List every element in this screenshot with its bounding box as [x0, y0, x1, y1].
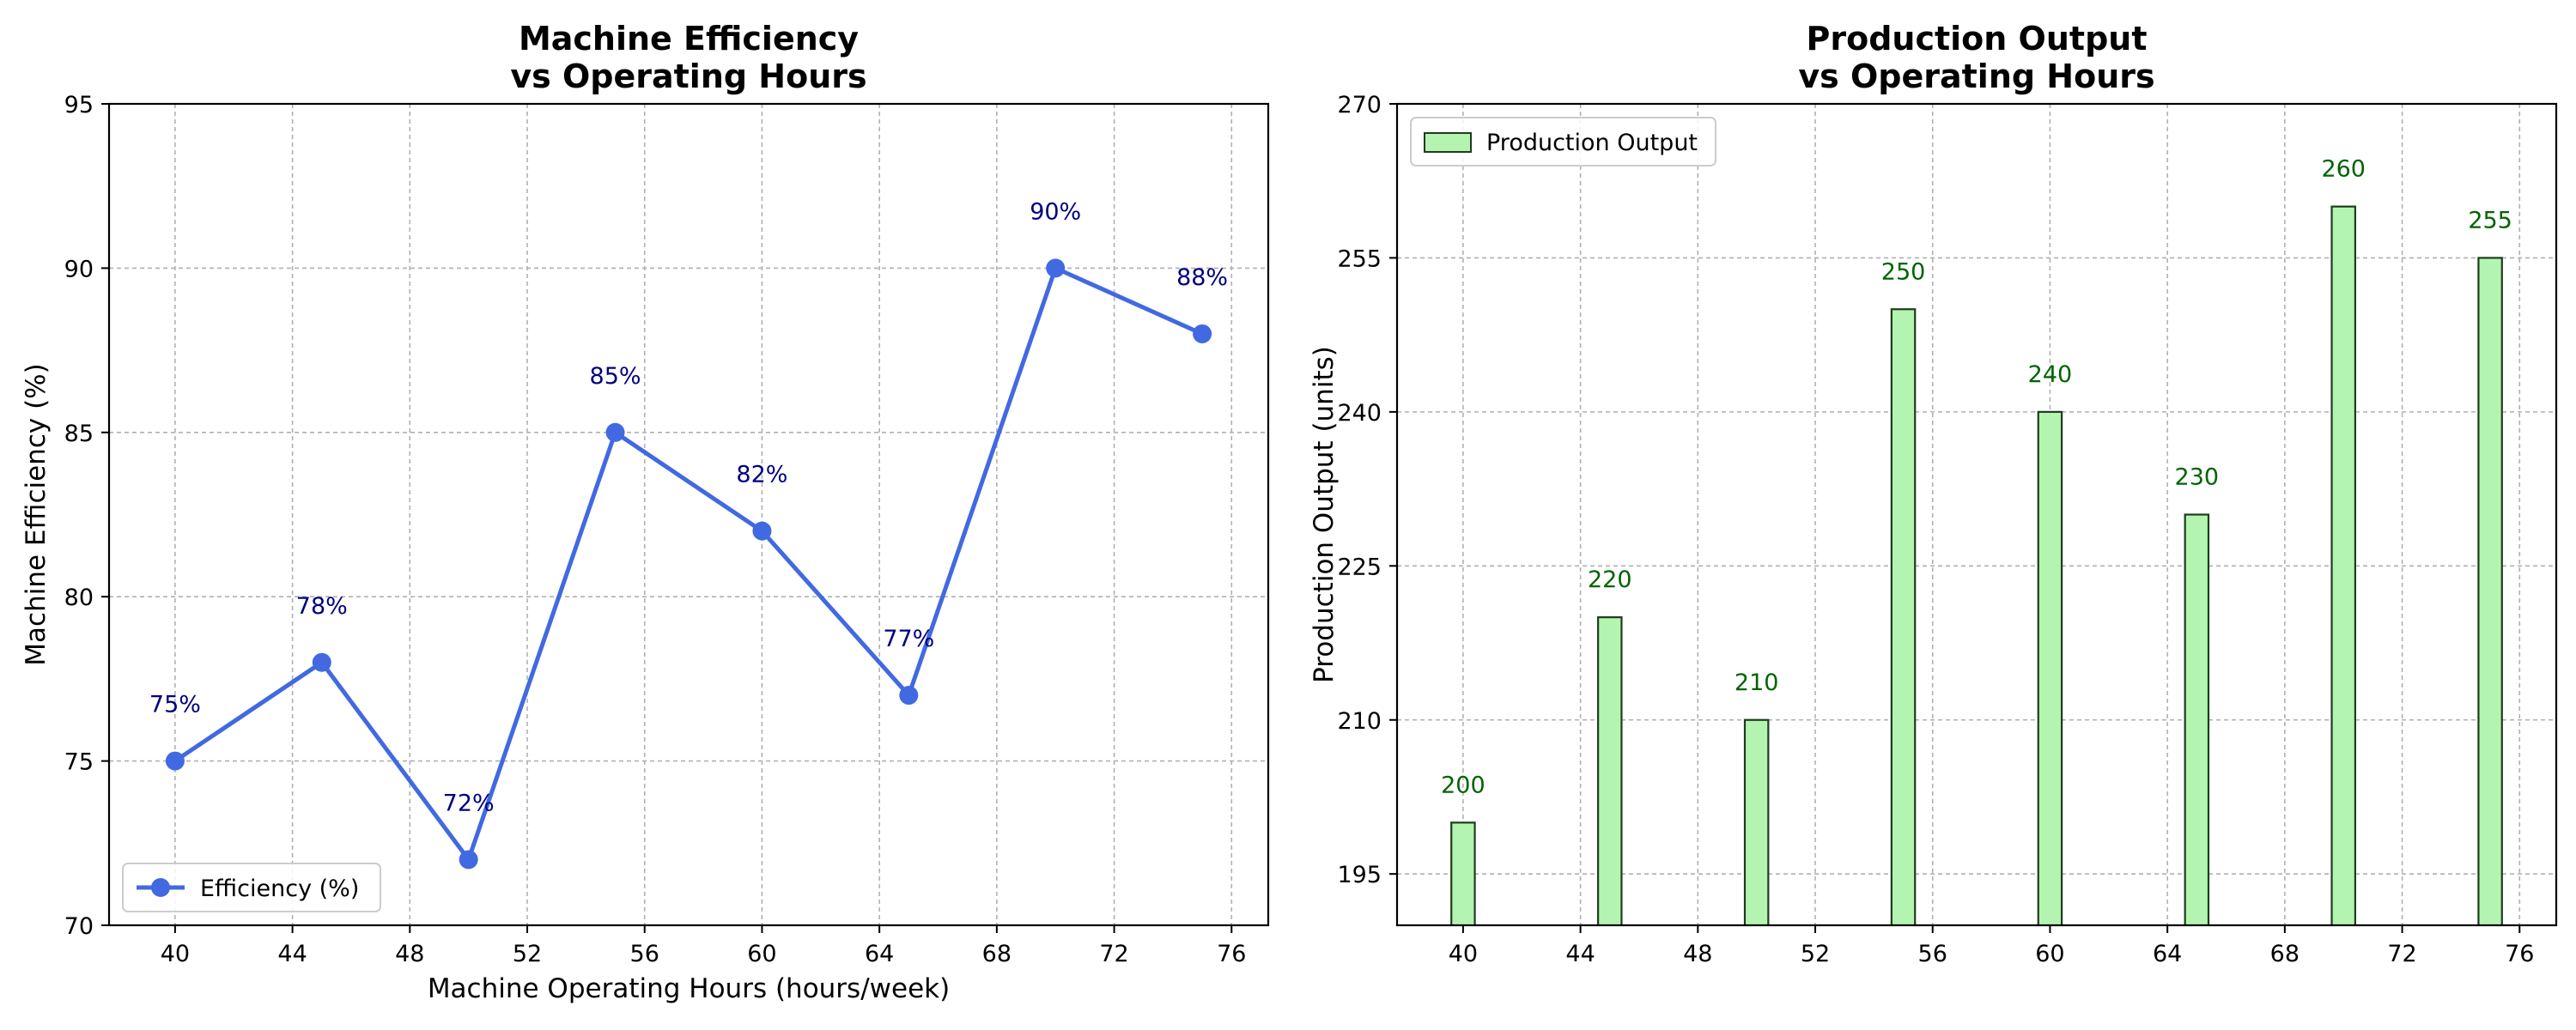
- y-tick-label: 85: [64, 421, 94, 447]
- x-tick-label: 64: [2153, 941, 2182, 967]
- y-tick-label: 95: [64, 92, 94, 118]
- legend-box: [122, 863, 381, 912]
- legend-label: Efficiency (%): [200, 876, 359, 902]
- x-tick-label: 76: [1217, 941, 1246, 967]
- efficiency-line-chart: 75% 78% 72% 85% 82% 77% 90% 88% 40 44 48 52 56 60 64 68…: [21, 20, 1270, 1004]
- efficiency-point: [1193, 324, 1212, 343]
- efficiency-point: [752, 521, 772, 541]
- production-data-label: 230: [2175, 464, 2220, 491]
- x-tick-label: 44: [1565, 941, 1595, 967]
- legend-bar-swatch: [1424, 132, 1472, 153]
- x-tick-label: 56: [1918, 941, 1947, 967]
- x-tick-label: 52: [1801, 941, 1830, 967]
- legend-label: Production Output: [1486, 130, 1698, 156]
- efficiency-data-label: 88%: [1176, 264, 1228, 291]
- production-data-label: 210: [1735, 670, 1779, 696]
- y-tick-label: 270: [1337, 92, 1382, 118]
- x-tick-label: 64: [865, 941, 894, 967]
- efficiency-line: [173, 265, 1204, 862]
- efficiency-data-label: 77%: [883, 626, 934, 652]
- x-tick-label: 40: [161, 941, 190, 967]
- x-tick-label: 52: [513, 941, 542, 967]
- production-bar: [2184, 513, 2210, 925]
- production-bar: [2477, 257, 2503, 925]
- efficiency-point: [312, 652, 331, 672]
- x-tick-label: 44: [277, 941, 307, 967]
- efficiency-point: [899, 686, 919, 706]
- chart-title-line-1: Machine Efficiency: [519, 20, 859, 58]
- y-tick-label: 80: [64, 585, 94, 611]
- x-tick-label: 72: [1099, 941, 1128, 967]
- x-tick-label: 68: [982, 941, 1012, 967]
- x-tick-label: 56: [630, 941, 659, 967]
- production-data-label: 255: [2468, 207, 2512, 233]
- x-tick-label: 68: [2270, 941, 2300, 967]
- x-tick-label: 76: [2505, 941, 2534, 967]
- y-axis-label: Production Output (units): [1309, 346, 1340, 683]
- chart-title-line-2: vs Operating Hours: [510, 58, 866, 95]
- efficiency-data-label: 90%: [1030, 198, 1081, 225]
- x-tick-label: 48: [395, 941, 424, 967]
- efficiency-point: [459, 850, 478, 869]
- efficiency-data-label: 78%: [296, 593, 348, 620]
- production-data-label: 200: [1441, 772, 1485, 798]
- y-axis-label: Machine Efficiency (%): [21, 363, 52, 665]
- y-tick-label: 70: [64, 913, 94, 940]
- y-tick-label: 210: [1337, 708, 1382, 735]
- bars-group: [1450, 205, 2503, 925]
- x-tick-label: 40: [1449, 941, 1478, 967]
- plot-frame: [107, 102, 1270, 927]
- y-tick-label: 195: [1337, 862, 1382, 888]
- y-tick-label: 90: [64, 256, 94, 282]
- chart-title-line-1: Production Output: [1807, 20, 2148, 58]
- efficiency-data-label: 82%: [736, 462, 787, 488]
- production-bar: [1890, 308, 1917, 925]
- efficiency-data-label: 72%: [443, 790, 495, 816]
- y-tick-label: 225: [1337, 554, 1382, 580]
- x-tick-label: 60: [2035, 941, 2064, 967]
- y-tick-label: 75: [64, 749, 94, 776]
- production-bar: [1450, 821, 1476, 925]
- production-data-label: 260: [2321, 156, 2366, 183]
- production-data-label: 250: [1881, 258, 1926, 285]
- efficiency-point: [165, 751, 185, 771]
- efficiency-point: [605, 422, 625, 442]
- production-data-label: 240: [2028, 361, 2073, 388]
- legend-box: [1410, 117, 1716, 167]
- production-bar: [2330, 205, 2356, 925]
- production-bar: [2037, 410, 2063, 925]
- y-tick-label: 240: [1337, 400, 1382, 427]
- plot-frame: [1395, 102, 2558, 927]
- production-bar: [1743, 718, 1770, 925]
- production-data-label: 220: [1588, 566, 1632, 593]
- production-bar: [1597, 616, 1623, 925]
- y-tick-label: 255: [1337, 245, 1382, 272]
- efficiency-point: [1046, 258, 1066, 278]
- legend-marker-swatch: [151, 878, 170, 897]
- x-tick-label: 72: [2387, 941, 2416, 967]
- x-tick-label: 60: [747, 941, 776, 967]
- x-axis-label: Machine Operating Hours (hours/week): [428, 973, 950, 1004]
- production-bar-chart: 200 220 210 250 240 230 260 255 40 44 48 52 56 60 64 68…: [1309, 20, 2558, 967]
- efficiency-data-label: 85%: [590, 363, 641, 390]
- chart-title-line-2: vs Operating Hours: [1798, 58, 2154, 95]
- x-tick-label: 48: [1683, 941, 1712, 967]
- efficiency-data-label: 75%: [149, 692, 201, 718]
